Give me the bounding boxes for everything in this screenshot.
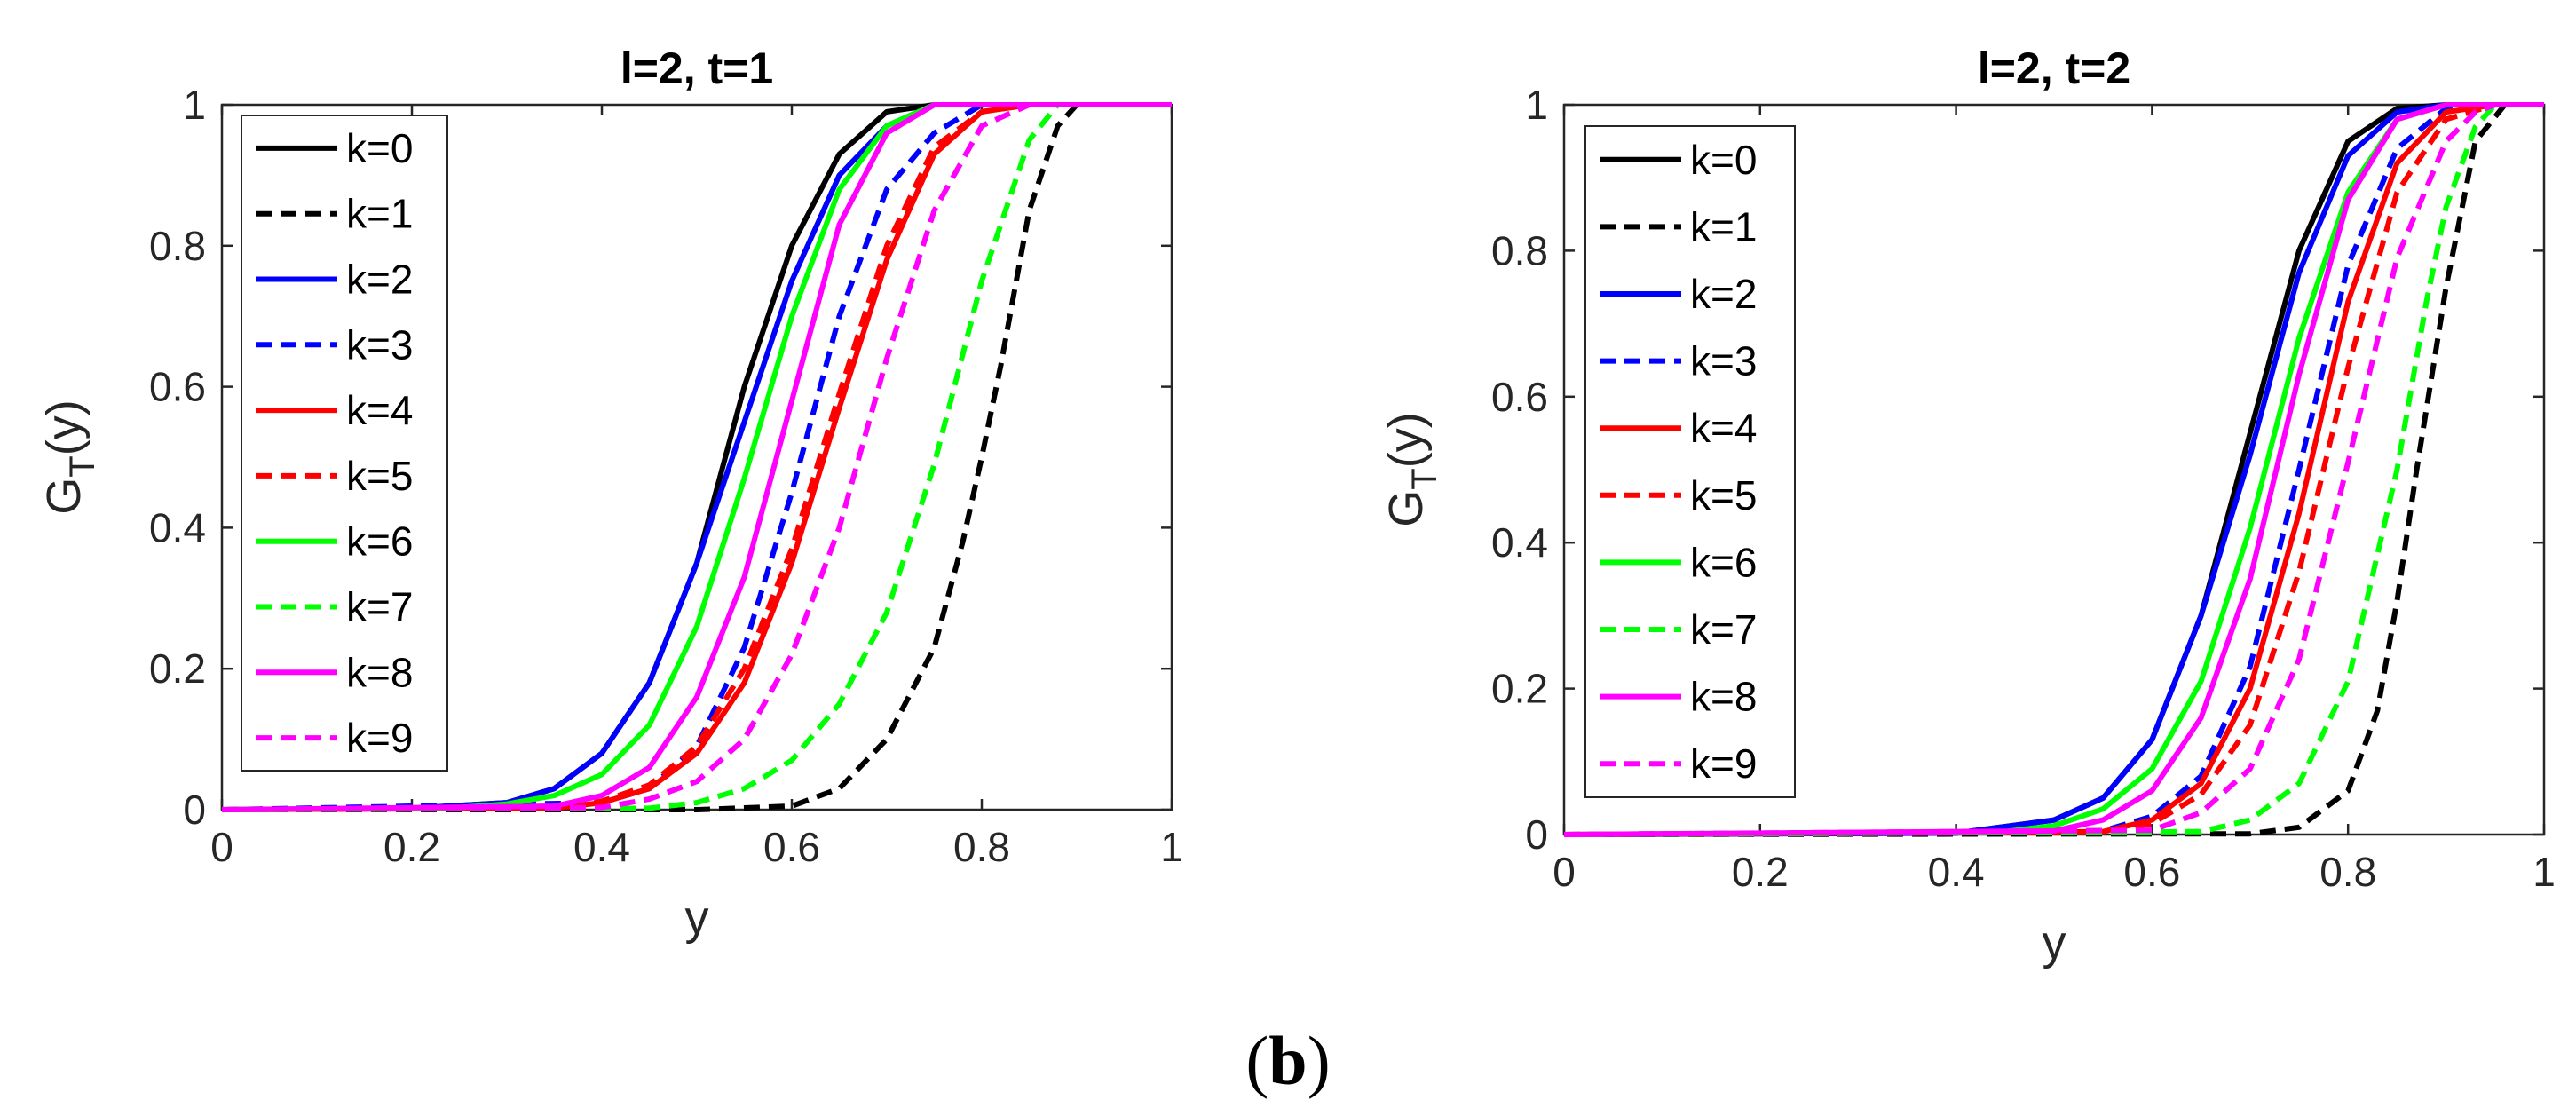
series-line-k9 — [1564, 102, 2544, 837]
series-line-k1 — [1564, 102, 2544, 837]
x-tick-label: 0.8 — [2319, 849, 2376, 895]
chart-panel-2: 0 0.2 0.4 0.6 0.8 1 0 0.2 0.4 0.6 0.8 1 l=2, t=2 y GT(… — [1379, 44, 2556, 970]
x-tick-label: 0.4 — [1928, 849, 1985, 895]
series-line-k8 — [1564, 102, 2544, 837]
series-group — [222, 102, 1172, 812]
legend-box — [241, 115, 448, 772]
y-tick-label: 0.4 — [149, 504, 206, 550]
y-tick-label: 0.2 — [149, 645, 206, 692]
legend-label-k4: k=4 — [1690, 405, 1757, 451]
x-tick-label: 0 — [1553, 849, 1576, 895]
y-tick-label: 0.8 — [149, 223, 206, 269]
legend-label-k2: k=2 — [1690, 271, 1757, 317]
legend-label-k7: k=7 — [1690, 606, 1757, 653]
y-axis-label-sub: T — [1405, 468, 1444, 489]
x-tick-label: 0.8 — [953, 824, 1010, 870]
y-tick-label: 0 — [1525, 811, 1548, 858]
series-line-k9 — [222, 102, 1172, 812]
x-tick-label: 1 — [2533, 849, 2556, 895]
series-line-k5 — [1564, 102, 2544, 837]
chart-title: l=2, t=2 — [1978, 44, 2130, 93]
y-tick-label: 0.6 — [149, 364, 206, 410]
x-tick-label: 0.6 — [2123, 849, 2180, 895]
x-tick-label: 1 — [1160, 824, 1183, 870]
y-axis-label-main: G — [1379, 490, 1433, 527]
x-tick-label: 0 — [210, 824, 233, 870]
series-line-k7 — [222, 102, 1172, 812]
chart-title: l=2, t=1 — [620, 44, 773, 93]
series-line-k2 — [1564, 102, 2544, 837]
caption-close: ) — [1307, 1022, 1331, 1099]
y-tick-label: 0.4 — [1491, 519, 1548, 566]
y-tick-label: 1 — [183, 82, 206, 128]
y-tick-label: 0.6 — [1491, 374, 1548, 420]
series-line-k5 — [222, 102, 1172, 812]
y-tick-label: 1 — [1525, 82, 1548, 128]
caption-letter: b — [1268, 1022, 1308, 1099]
x-tick-label: 0.2 — [383, 824, 440, 870]
x-tick-label: 0.2 — [1732, 849, 1789, 895]
legend-label-k7: k=7 — [346, 584, 413, 630]
y-axis-label-tail: (y) — [37, 400, 91, 455]
y-axis-label: GT(y) — [37, 400, 102, 514]
x-axis-label: y — [685, 891, 709, 945]
y-axis-label-main: G — [37, 478, 91, 515]
legend: k=0 k=1 k=2 k=3 k=4 k=5 k=6 k=7 k=8 k=9 — [1584, 125, 1796, 798]
series-group — [1564, 102, 2544, 837]
y-tick-label: 0 — [183, 787, 206, 833]
chart-panel-1: 0 0.2 0.4 0.6 0.8 1 0 0.2 0.4 0.6 0.8 1 l=2, t=1 y GT(… — [37, 44, 1183, 945]
series-line-k1 — [222, 102, 1172, 812]
y-tick-label: 0.2 — [1491, 666, 1548, 712]
caption-open: ( — [1245, 1022, 1269, 1099]
legend-label-k0: k=0 — [1690, 137, 1757, 183]
legend-label-k8: k=8 — [1690, 674, 1757, 720]
x-tick-label: 0.4 — [573, 824, 630, 870]
x-tick-label: 0.6 — [763, 824, 820, 870]
y-axis-label: GT(y) — [1379, 412, 1444, 526]
series-line-k7 — [1564, 102, 2544, 837]
y-axis-label-sub: T — [63, 455, 102, 477]
legend-label-k9: k=9 — [1690, 740, 1757, 787]
legend-label-k8: k=8 — [346, 649, 413, 695]
y-axis-label-tail: (y) — [1379, 412, 1433, 468]
legend-label-k3: k=3 — [1690, 338, 1757, 384]
legend-label-k1: k=1 — [1690, 203, 1757, 249]
y-tick-label: 0.8 — [1491, 227, 1548, 273]
legend-label-k3: k=3 — [346, 321, 413, 368]
legend-label-k4: k=4 — [346, 387, 413, 433]
legend-label-k9: k=9 — [346, 715, 413, 761]
figure-caption: (b) — [0, 1021, 2576, 1101]
legend: k=0 k=1 k=2 k=3 k=4 k=5 k=6 k=7 k=8 k=9 — [241, 115, 448, 772]
legend-box — [1584, 125, 1796, 798]
legend-label-k2: k=2 — [346, 257, 413, 303]
x-axis-label: y — [2043, 916, 2066, 970]
legend-label-k6: k=6 — [346, 518, 413, 565]
legend-label-k0: k=0 — [346, 125, 413, 171]
legend-label-k1: k=1 — [346, 191, 413, 237]
legend-label-k6: k=6 — [1690, 539, 1757, 585]
series-line-k8 — [222, 102, 1172, 812]
legend-label-k5: k=5 — [346, 453, 413, 499]
legend-label-k5: k=5 — [1690, 472, 1757, 518]
